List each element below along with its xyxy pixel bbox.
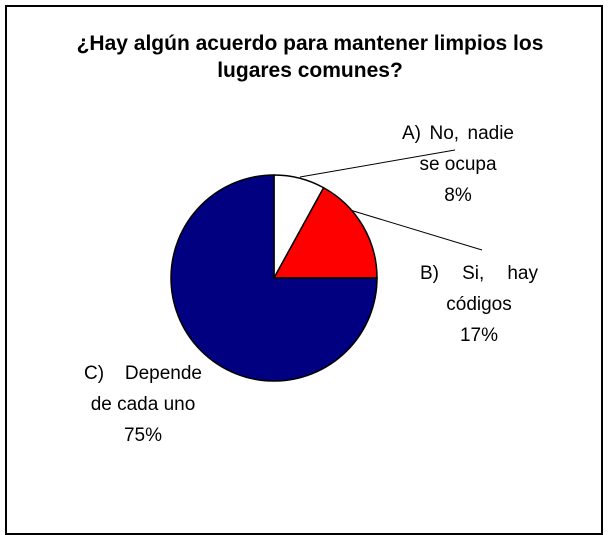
category-label: A) No, nadie se ocupa: [402, 123, 514, 175]
slice-label: B) Si, hay códigos 17%: [420, 258, 538, 351]
pie-slice: [170, 174, 378, 382]
category-label: B) Si, hay códigos: [420, 263, 538, 315]
leader-line: [349, 209, 483, 251]
value-label: 8%: [444, 185, 472, 206]
category-label: C) Depende de cada uno: [84, 363, 202, 415]
pie-slice: [272, 186, 378, 279]
slice-label: A) No, nadie se ocupa 8%: [402, 118, 514, 211]
slice-label: C) Depende de cada uno 75%: [84, 358, 202, 451]
leader-line: [299, 149, 456, 178]
value-label: 75%: [123, 425, 163, 446]
chart-title: ¿Hay algún acuerdo para mantener limpios…: [76, 32, 544, 82]
chart: [170, 149, 483, 382]
value-label: 17%: [459, 325, 499, 346]
page: ¿Hay algún acuerdo para mantener limpios…: [5, 5, 603, 535]
